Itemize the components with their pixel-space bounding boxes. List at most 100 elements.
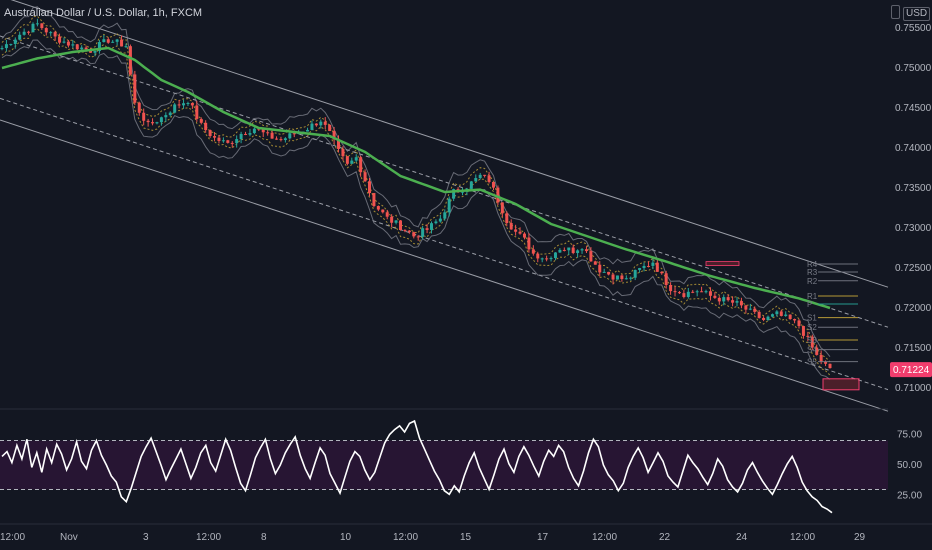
candle-body <box>452 189 456 199</box>
candle-body <box>571 247 575 254</box>
candle-body <box>230 142 234 144</box>
candle-body <box>146 120 150 123</box>
candle-body <box>500 202 504 214</box>
candle-body <box>757 311 761 318</box>
candle-body <box>708 291 712 296</box>
candle-body <box>522 233 526 238</box>
candle-body <box>390 216 394 223</box>
candle-body <box>434 221 438 224</box>
candle-body <box>102 39 106 43</box>
candle-body <box>248 133 252 135</box>
time-tick-label: 3 <box>143 532 149 543</box>
candle-body <box>545 258 549 260</box>
time-tick-label: 8 <box>261 532 267 543</box>
candle-body <box>549 258 553 260</box>
candle-body <box>84 47 88 50</box>
candle-body <box>350 160 354 164</box>
candle-body <box>638 268 642 270</box>
candle-body <box>13 39 17 44</box>
candle-body <box>283 138 287 141</box>
candle-body <box>567 247 571 251</box>
candle-body <box>748 308 752 310</box>
envelope-lower <box>1 28 831 376</box>
candle-body <box>35 23 39 25</box>
pivot-level-label: S3 <box>807 336 817 345</box>
candle-body <box>27 31 31 33</box>
candle-body <box>275 138 279 140</box>
candle-body <box>252 128 256 134</box>
candle-body <box>93 51 97 53</box>
candle-body <box>540 258 544 260</box>
candle-body <box>173 104 177 113</box>
time-tick-label: 10 <box>340 532 352 543</box>
candle-body <box>40 23 44 29</box>
symbol-title[interactable]: Australian Dollar / U.S. Dollar, 1h, FXC… <box>4 7 203 19</box>
pivot-level-label: S2 <box>807 323 817 332</box>
candle-body <box>332 131 336 140</box>
candle-body <box>607 271 611 275</box>
rsi-tick-label: 75.00 <box>897 429 922 440</box>
candle-body <box>345 156 349 164</box>
candle-body <box>190 103 194 106</box>
currency-lock-icon[interactable] <box>891 5 900 19</box>
candle-body <box>660 271 664 274</box>
candle-body <box>168 112 172 116</box>
candle-body <box>319 121 323 126</box>
candle-body <box>244 133 248 135</box>
candle-body <box>810 336 814 348</box>
candle-body <box>819 354 823 362</box>
candle-body <box>589 251 593 262</box>
time-tick-label: 12:00 <box>393 532 418 543</box>
candle-body <box>142 112 146 121</box>
candle-body <box>753 308 757 312</box>
candle-body <box>204 122 208 131</box>
candle-body <box>788 314 792 320</box>
channel-line <box>10 0 889 288</box>
candle-body <box>766 316 770 321</box>
rsi-line <box>1 419 833 514</box>
candle-body <box>509 223 513 230</box>
candle-body <box>828 363 832 369</box>
rsi-tick-label: 50.00 <box>897 460 922 471</box>
price-tick-label: 0.71000 <box>895 383 932 394</box>
candle-body <box>372 193 376 207</box>
candle-body <box>677 292 681 294</box>
candle-body <box>460 191 464 193</box>
bollinger-upper-band <box>1 6 831 358</box>
candle-body <box>341 148 345 157</box>
candle-body <box>403 229 407 231</box>
candle-body <box>655 262 659 272</box>
candle-body <box>151 122 155 124</box>
candle-body <box>425 228 429 230</box>
candle-body <box>306 129 310 132</box>
candle-body <box>598 264 602 273</box>
candle-body <box>279 139 283 141</box>
candle-body <box>624 278 628 280</box>
pivot-level-label: S1 <box>807 314 817 323</box>
candle-body <box>784 314 788 316</box>
candle-body <box>474 178 478 182</box>
price-tick-label: 0.72500 <box>895 263 932 274</box>
support-zone-box <box>822 378 860 391</box>
candle-body <box>691 291 695 293</box>
currency-button[interactable]: USD <box>903 7 931 21</box>
candle-body <box>576 250 580 254</box>
candle-body <box>66 41 70 46</box>
candle-body <box>137 102 141 113</box>
candle-body <box>407 230 411 233</box>
candle-body <box>629 277 633 279</box>
time-tick-label: 22 <box>659 532 671 543</box>
candle-body <box>354 157 358 161</box>
candle-body <box>270 132 274 139</box>
candle-body <box>602 271 606 273</box>
candle-body <box>412 232 416 237</box>
candle-body <box>310 123 314 130</box>
candle-body <box>620 275 624 280</box>
candle-body <box>71 44 75 46</box>
time-tick-label: 12:00 <box>0 532 25 543</box>
candle-body <box>514 229 518 232</box>
candle-body <box>226 140 230 143</box>
candle-body <box>4 44 8 49</box>
candle-body <box>235 139 239 144</box>
